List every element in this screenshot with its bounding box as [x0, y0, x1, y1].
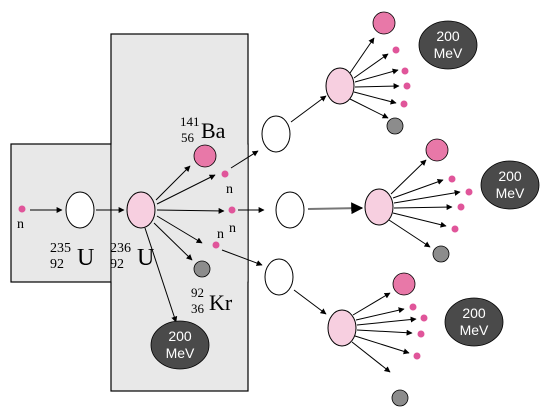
released-neutron-2 [228, 206, 236, 214]
krypton-atomic: 36 [191, 301, 205, 316]
arrow-bot-to-neutron-a [355, 307, 405, 321]
mid-neutron-c [457, 203, 465, 211]
energy-bubble-2: 200 MeV [418, 20, 478, 70]
energy-bubble-1: 200 MeV [150, 320, 210, 370]
krypton-nucleus [193, 260, 211, 278]
arrow-to-neutron-2 [156, 207, 225, 214]
bot-neutron-b [420, 314, 428, 322]
u235-mass: 235 [50, 241, 71, 256]
gen2-u235-top [261, 115, 291, 153]
arrow-to-krypton [153, 222, 193, 261]
top-neutron-d [400, 100, 408, 108]
top-neutron-c [403, 82, 411, 90]
arrow-top-to-krypton [349, 98, 389, 119]
arrow-mid-to-krypton [388, 219, 431, 248]
arrow-top-to-neutron-a [353, 53, 389, 79]
released-neutron-1-label: n [226, 182, 233, 197]
released-neutron-3-label: n [217, 227, 224, 242]
arrow-neutron1-to-gen2-top [230, 150, 259, 169]
arrow-gen2-top-to-u236 [290, 95, 327, 123]
released-neutron-1 [221, 170, 229, 178]
gen2-u236-bottom [327, 309, 357, 347]
u236-atomic: 92 [110, 257, 124, 272]
energy-bubble-2-unit: MeV [434, 45, 463, 61]
released-neutron-2-label: n [229, 221, 236, 236]
arrow-top-to-neutron-c [354, 83, 400, 90]
barium-mass: 141 [180, 114, 200, 129]
barium-symbol: Ba [201, 118, 226, 143]
top-barium [372, 11, 396, 35]
released-neutron-3 [212, 241, 220, 249]
energy-bubble-4-unit: MeV [460, 322, 489, 338]
arrow-bot-to-neutron-c [356, 329, 413, 336]
arrow-to-neutron-1 [156, 174, 216, 205]
mid-neutron-d [451, 225, 459, 233]
gen2-u236-top [325, 67, 355, 105]
u236-mass: 236 [110, 241, 131, 256]
gen2-u235-middle [275, 191, 305, 229]
energy-bubble-2-value: 200 [436, 28, 460, 44]
arrow-gen2-bot-to-u236 [293, 289, 327, 315]
krypton-mass: 92 [191, 285, 204, 300]
energy-bubble-3-unit: MeV [496, 185, 525, 201]
gen2-u235-bottom [264, 258, 294, 296]
u235-symbol: U [77, 245, 94, 271]
incoming-neutron [18, 205, 26, 213]
arrow-to-neutron-3 [156, 215, 203, 244]
u235-nucleus [65, 191, 95, 229]
arrow-to-energy [144, 227, 178, 323]
arrow-top-to-neutron-b [354, 68, 399, 83]
arrow-top-to-barium [349, 37, 375, 74]
arrow-gen2-mid-to-u236 [307, 202, 364, 215]
energy-bubble-3: 200 MeV [480, 160, 540, 210]
energy-bubble-4: 200 MeV [444, 297, 504, 347]
arrow-mid-to-neutron-a [392, 179, 444, 199]
barium-nucleus [193, 144, 217, 168]
u236-nucleus [126, 191, 156, 229]
arrow-top-to-neutron-d [353, 91, 397, 105]
energy-bubble-1-value: 200 [168, 328, 192, 344]
arrow-bot-to-neutron-b [356, 316, 417, 326]
arrow-mid-to-neutron-b [393, 189, 461, 204]
mid-neutron-a [448, 175, 456, 183]
arrow-bot-to-neutron-e [351, 341, 391, 373]
top-neutron-a [392, 46, 400, 54]
incoming-neutron-label: n [17, 217, 24, 232]
u235-atomic: 92 [50, 257, 64, 272]
arrow-to-barium [155, 165, 191, 201]
arrow-mid-to-barium [390, 159, 427, 195]
arrow-mid-to-neutron-c [393, 204, 453, 211]
gen2-u236-middle [364, 188, 394, 226]
energy-bubble-3-value: 200 [498, 168, 522, 184]
arrow-bot-to-barium [352, 292, 391, 316]
bot-neutron-a [409, 303, 417, 311]
bot-neutron-d [413, 352, 421, 360]
top-krypton [386, 117, 404, 135]
krypton-symbol: Kr [209, 290, 233, 315]
energy-bubble-1-unit: MeV [166, 345, 195, 361]
top-neutron-b [401, 67, 409, 75]
mid-neutron-b [465, 188, 473, 196]
bot-barium [392, 272, 416, 296]
mid-barium [425, 138, 449, 162]
energy-bubble-4-value: 200 [462, 305, 486, 321]
mid-krypton [432, 245, 450, 263]
u236-symbol: U [137, 245, 154, 271]
bot-neutron-c [417, 330, 425, 338]
bot-krypton [391, 389, 409, 407]
arrow-neutron3-to-gen2-bot [221, 249, 263, 266]
arrow-bot-to-neutron-d [354, 335, 410, 355]
arrow-mid-to-neutron-d [392, 212, 447, 228]
barium-atomic: 56 [181, 130, 195, 145]
